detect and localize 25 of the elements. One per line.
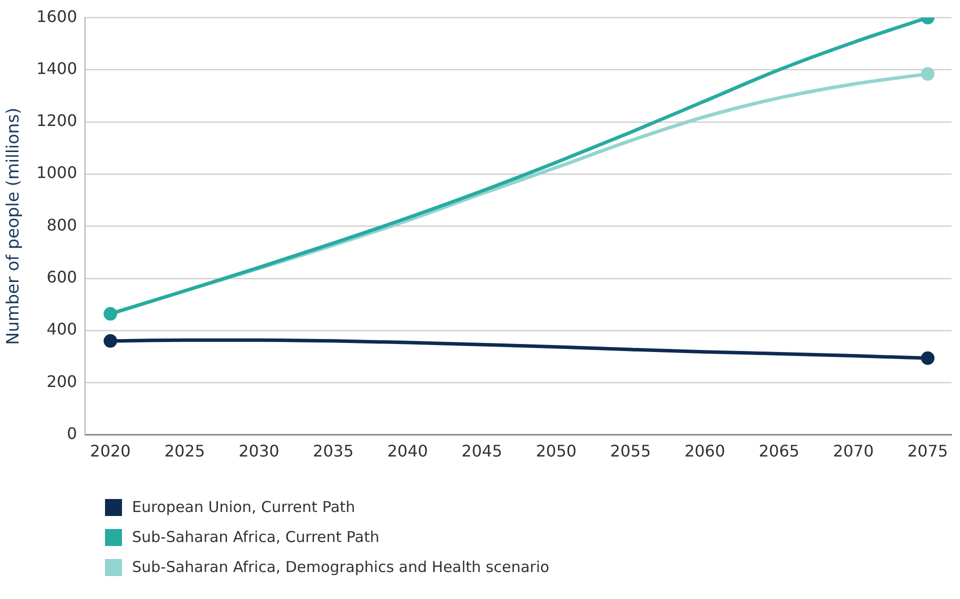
y-tick-label: 1400 bbox=[36, 58, 78, 78]
y-tick-label: 1200 bbox=[36, 111, 78, 130]
x-tick-label: 2040 bbox=[387, 442, 428, 461]
y-tick-label: 400 bbox=[46, 320, 78, 339]
y-tick-label: 1600 bbox=[36, 6, 78, 26]
x-tick-label: 2035 bbox=[312, 442, 354, 461]
legend-label: Sub-Saharan Africa, Demographics and Health scenario bbox=[132, 558, 550, 576]
x-tick-label: 2065 bbox=[758, 442, 800, 461]
legend-label: Sub-Saharan Africa, Current Path bbox=[132, 528, 380, 546]
x-tick-label: 2055 bbox=[610, 442, 651, 461]
y-tick-label: 0 bbox=[66, 424, 78, 443]
y-tick-label: 600 bbox=[46, 268, 78, 287]
y-tick-label: 800 bbox=[46, 215, 78, 234]
legend-label: European Union, Current Path bbox=[132, 498, 356, 516]
x-tick-label: 2020 bbox=[90, 442, 131, 461]
y-axis-title: Number of people (millions) bbox=[4, 108, 24, 345]
x-tick-label: 2050 bbox=[536, 442, 577, 461]
y-tick-label: 1000 bbox=[36, 163, 78, 182]
x-tick-label: 2060 bbox=[684, 442, 726, 461]
x-tick-label: 2030 bbox=[238, 442, 280, 461]
x-tick-label: 2045 bbox=[462, 442, 502, 461]
x-tick-label: 2075 bbox=[907, 442, 948, 461]
x-tick-label: 2070 bbox=[833, 442, 874, 461]
x-tick-label: 2025 bbox=[164, 442, 206, 461]
y-tick-label: 200 bbox=[46, 372, 78, 391]
